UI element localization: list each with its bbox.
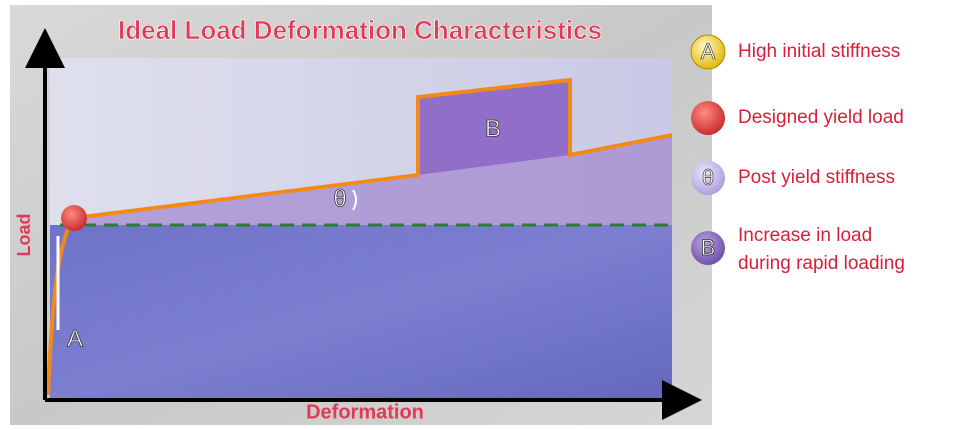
- legend-text: Increase in load: [738, 225, 872, 246]
- title: Ideal Load Deformation Characteristics: [118, 15, 602, 45]
- lower-region: [50, 225, 672, 400]
- legend-icon-label: θ: [702, 165, 714, 190]
- legend-text: during rapid loading: [738, 253, 905, 274]
- y-axis-label: Load: [14, 214, 34, 257]
- legend-text: Designed yield load: [738, 107, 904, 128]
- legend-icon-label: A: [701, 39, 716, 64]
- legend-icon-label: B: [701, 235, 716, 260]
- annotation-theta: θ: [333, 185, 346, 212]
- legend-icon: [691, 101, 725, 135]
- legend-text: Post yield stiffness: [738, 167, 895, 188]
- yield-point: [61, 205, 87, 231]
- diagram: Ideal Load Deformation Characteristics L…: [0, 0, 962, 430]
- annotation-a: A: [67, 325, 83, 352]
- x-axis-label: Deformation: [306, 401, 424, 423]
- annotation-b: B: [485, 115, 501, 142]
- legend-text: High initial stiffness: [738, 41, 900, 62]
